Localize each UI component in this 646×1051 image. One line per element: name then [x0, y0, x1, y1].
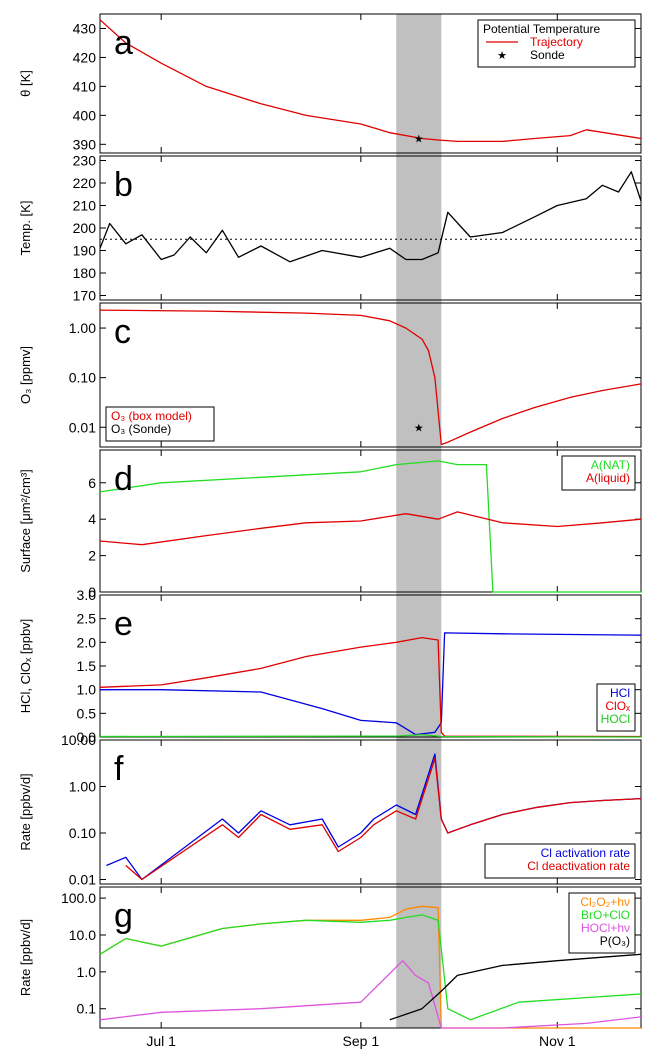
- panel-f-frame: [99, 739, 642, 885]
- shaded-region: [396, 14, 442, 1028]
- panel-a-series-0: [99, 19, 642, 143]
- panel-d-ytick-label: 6: [88, 475, 96, 491]
- panel-g-legend-label: HOCl+hν: [581, 921, 630, 935]
- panel-b-ylabel: Temp. [K]: [18, 201, 33, 256]
- panel-g-ytick-label: 0.1: [77, 1001, 97, 1017]
- panel-c-legend-label: O₃ (Sonde): [111, 422, 171, 436]
- panel-d-ytick-label: 2: [88, 548, 96, 564]
- panel-b-ytick-label: 180: [73, 265, 97, 281]
- panel-c-frame: [99, 302, 642, 448]
- panel-b-ytick-label: 170: [73, 288, 97, 304]
- panel-a-legend-box: [477, 19, 636, 68]
- panel-e-ytick-label: 1.5: [77, 658, 97, 674]
- panel-d-letter: d: [114, 460, 133, 498]
- panel-b-series-0: [99, 171, 642, 263]
- panel-e-ytick-label: 0.5: [77, 705, 97, 721]
- panel-g-legend-box: [568, 892, 636, 954]
- panel-a-ytick-label: 390: [73, 136, 97, 152]
- panel-g-legend-label: Cl₂O₂+hν: [580, 895, 630, 909]
- panel-a-ytick-label: 400: [73, 107, 97, 123]
- panel-a-ylabel: θ [K]: [18, 70, 33, 97]
- panel-b-ytick-label: 220: [73, 175, 97, 191]
- panel-e-legend-label: HOCl: [601, 712, 630, 726]
- panel-d-ytick-label: 0: [88, 584, 96, 600]
- panel-f-series-1: [125, 757, 642, 881]
- panel-e-ytick-label: 1.0: [77, 682, 97, 698]
- panel-a-legend-title: Potential Temperature: [483, 22, 601, 36]
- panel-f-letter: f: [114, 750, 124, 788]
- panel-g-frame: [99, 886, 642, 1029]
- panel-e-series-1: [99, 636, 642, 738]
- panel-g-legend-label: P(O₃): [600, 934, 630, 948]
- panel-g-series-0: [99, 905, 641, 1029]
- panel-f-ytick-label: 0.01: [69, 871, 96, 887]
- panel-c-legend-label: O₃ (box model): [111, 409, 192, 423]
- panel-g-letter: g: [114, 897, 133, 935]
- panel-f-ytick-label: 0.10: [69, 825, 96, 841]
- panel-d-ytick-label: 4: [88, 511, 96, 527]
- panel-b-ytick-label: 190: [73, 243, 97, 259]
- panel-e-series-0: [100, 632, 642, 736]
- panel-e-legend-label: ClOₓ: [605, 699, 630, 713]
- panel-d-series-1: [99, 511, 642, 546]
- panel-a-series-1-marker: ★: [414, 134, 424, 146]
- panel-e-ytick-label: 2.5: [77, 611, 97, 627]
- panel-d-legend-label: A(NAT): [591, 458, 630, 472]
- panel-a-letter: a: [114, 24, 133, 62]
- panel-c-legend-box: [105, 406, 215, 442]
- panel-e-letter: e: [114, 605, 133, 643]
- panel-d-ylabel: Surface [μm²/cm³]: [18, 469, 33, 573]
- panel-g-ylabel: Rate [ppbv/d]: [18, 919, 33, 996]
- panel-e-series-2: [99, 733, 642, 738]
- panel-f-legend-label: Cl deactivation rate: [527, 859, 630, 873]
- panel-a-ytick-label: 430: [73, 20, 97, 36]
- panel-c-letter: c: [114, 313, 131, 351]
- panel-a-legend-label: Trajectory: [530, 35, 583, 49]
- panel-d-series-0: [99, 460, 641, 593]
- panel-f-ytick-label: 1.00: [69, 778, 96, 794]
- panel-b-ytick-label: 210: [73, 198, 97, 214]
- x-tick-label: Sep 1: [343, 1033, 380, 1049]
- panel-e-ytick-label: 2.0: [77, 634, 97, 650]
- panel-e-ytick-label: 3.0: [77, 587, 97, 603]
- panel-b-letter: b: [114, 166, 133, 204]
- panel-f-legend-box: [484, 843, 636, 879]
- x-tick-label: Nov 1: [539, 1033, 576, 1049]
- panel-b-frame: [99, 155, 642, 301]
- panel-g-series-3: [389, 953, 642, 1021]
- panel-e-ytick-label: 0.0: [77, 729, 97, 745]
- panel-c-ytick-label: 0.01: [69, 419, 96, 435]
- panel-c-ytick-label: 1.00: [69, 320, 96, 336]
- panel-g-series-1: [99, 914, 642, 1021]
- panel-g-ytick-label: 100.0: [61, 890, 96, 906]
- panel-g-series-2: [99, 960, 642, 1029]
- panel-f-legend-label: Cl activation rate: [541, 846, 631, 860]
- panel-g-legend-label: BrO+ClO: [581, 908, 630, 922]
- x-tick-label: Jul 1: [146, 1033, 176, 1049]
- panel-b-ytick-label: 200: [73, 220, 97, 236]
- panel-b-ytick-label: 230: [73, 153, 97, 169]
- panel-g-ytick-label: 1.0: [77, 964, 97, 980]
- panel-e-legend-box: [596, 683, 636, 732]
- panel-a-ytick-label: 420: [73, 49, 97, 65]
- panel-d-legend-label: A(liquid): [586, 471, 630, 485]
- panel-a-ytick-label: 410: [73, 78, 97, 94]
- panel-f-ytick-label: 10.00: [61, 732, 96, 748]
- panel-c-ylabel: O₃ [ppmv]: [18, 346, 33, 404]
- panel-e-legend-label: HCl: [610, 686, 630, 700]
- panel-e-frame: [99, 594, 642, 738]
- panel-g-ytick-label: 10.0: [69, 927, 96, 943]
- panel-e-ylabel: HCl, ClOₓ [ppbv]: [18, 619, 33, 714]
- panel-d-legend-box: [561, 455, 636, 491]
- panel-c-series-1-marker: ★: [414, 422, 424, 434]
- panel-c-series-0: [99, 309, 642, 446]
- panel-a-legend-marker: ★: [497, 50, 507, 62]
- panel-a-legend-label: Sonde: [530, 48, 565, 62]
- panel-c-ytick-label: 0.10: [69, 370, 96, 386]
- panel-a-frame: [99, 13, 642, 154]
- panel-f-ylabel: Rate [ppbv/d]: [18, 773, 33, 850]
- panel-d-frame: [99, 449, 642, 593]
